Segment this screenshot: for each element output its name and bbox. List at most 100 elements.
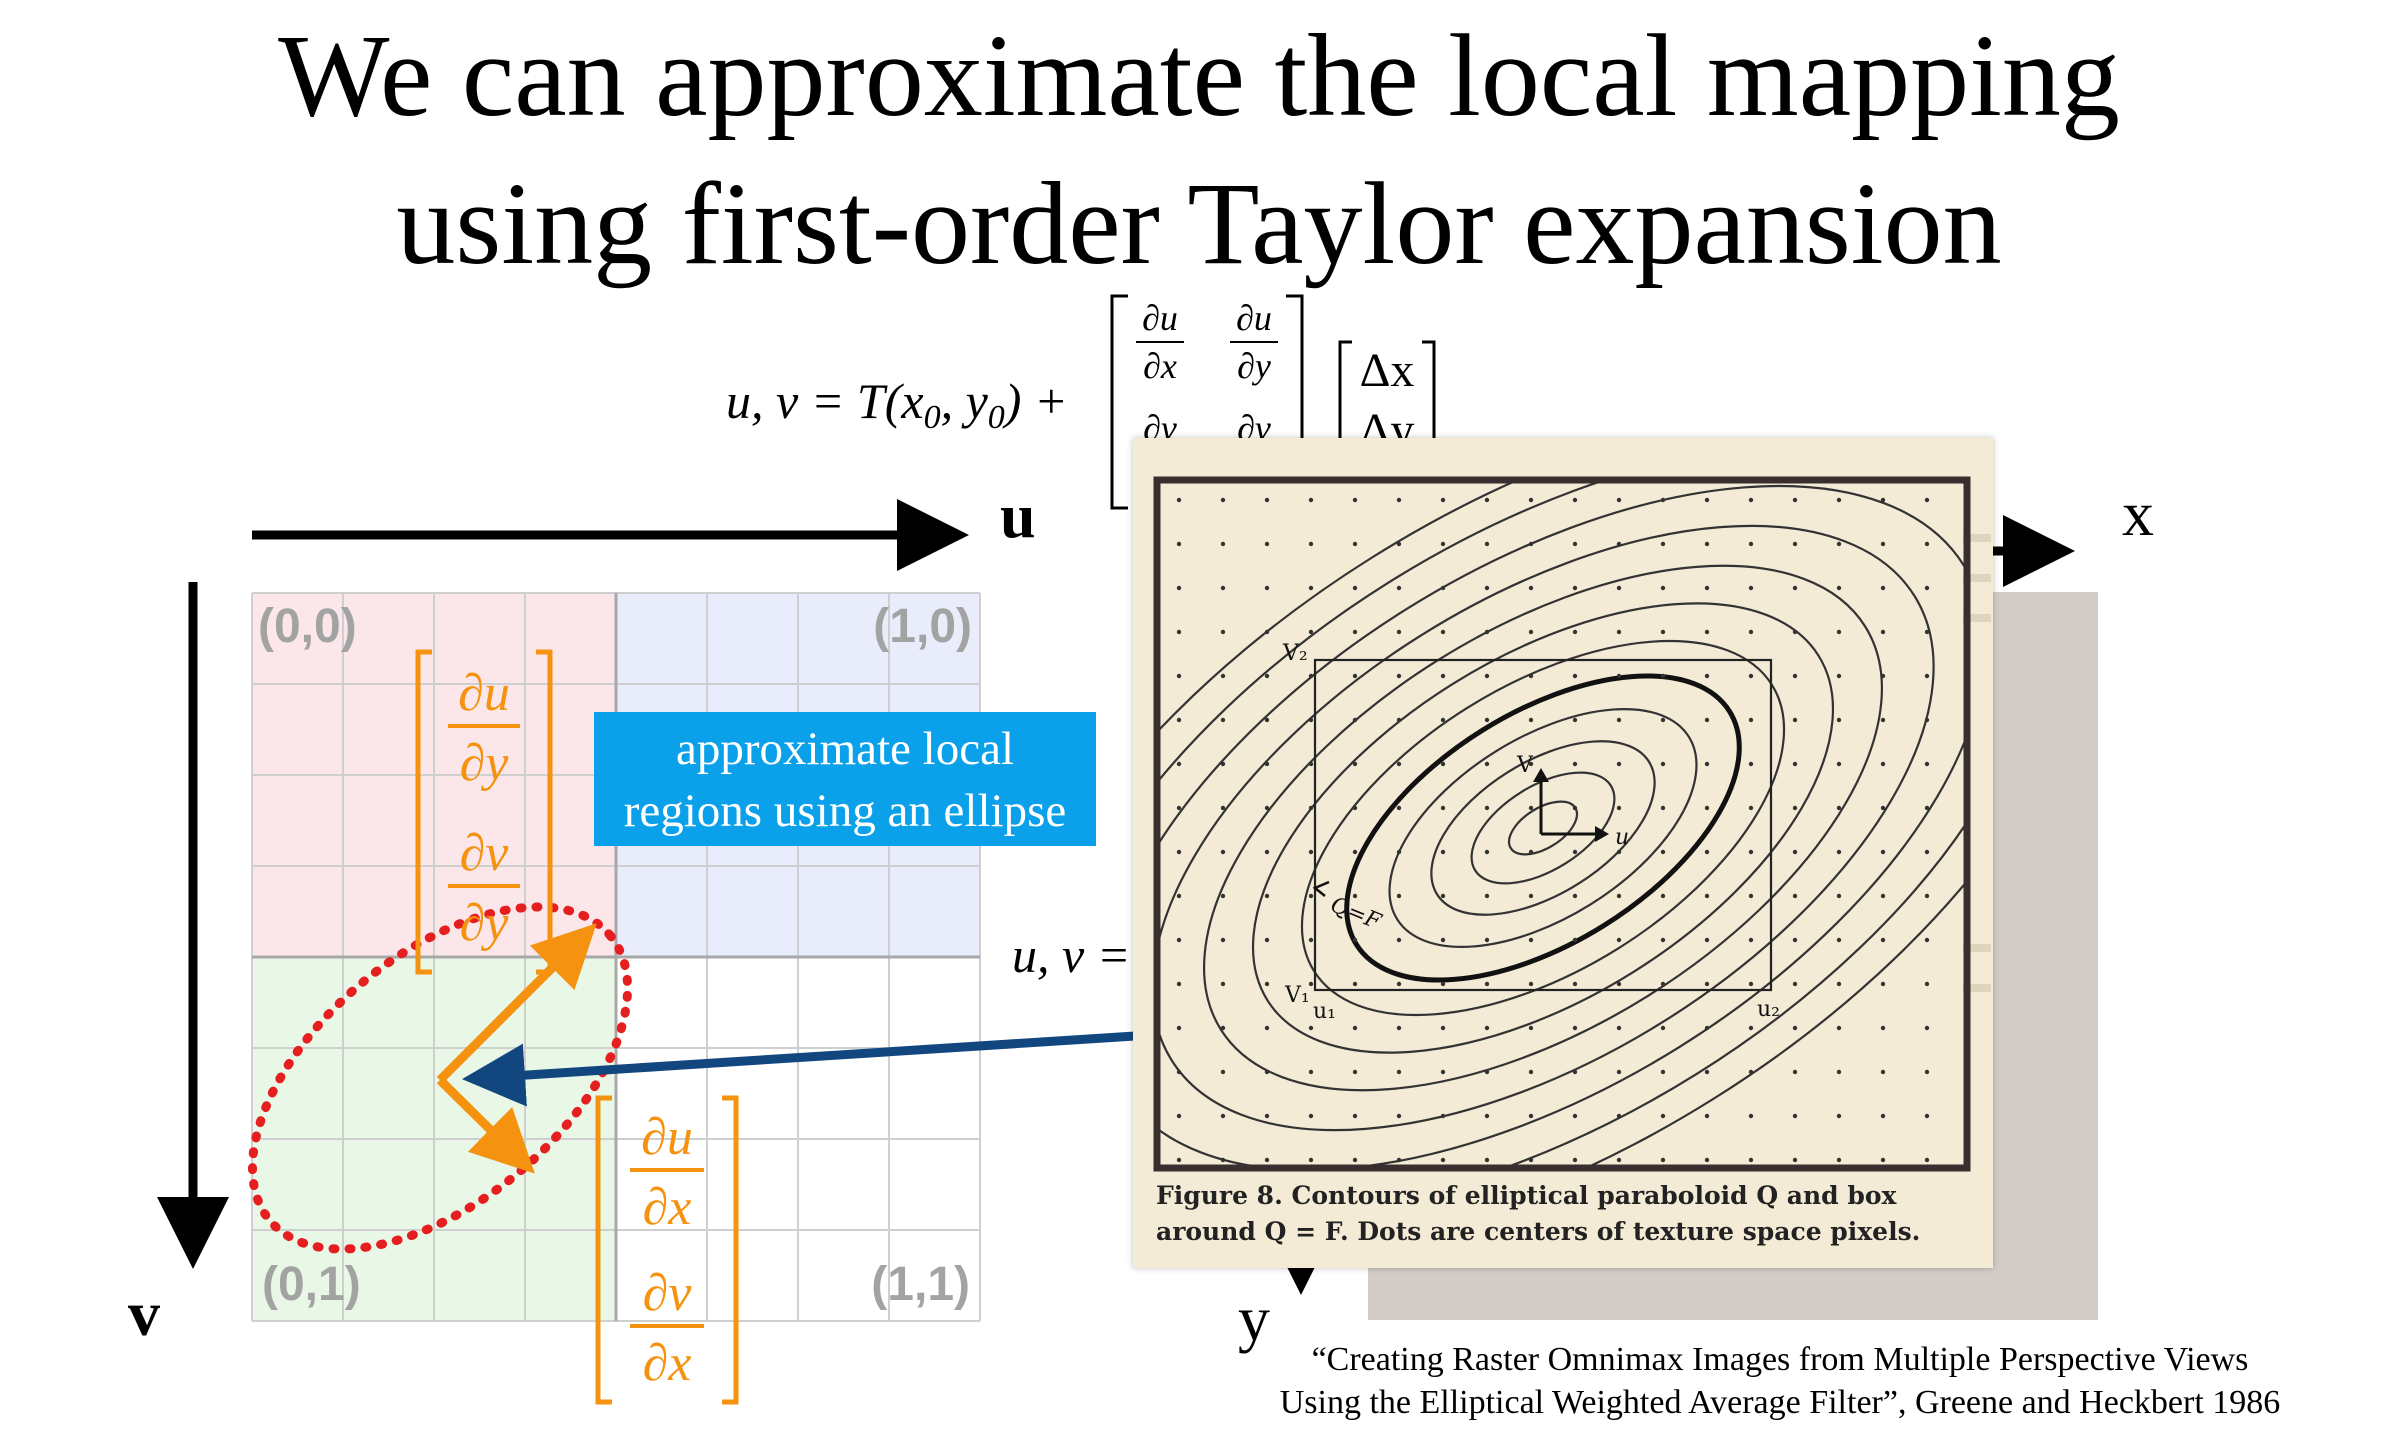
pixel-center-dot [1176,541,1182,547]
pixel-center-dot [1660,541,1666,547]
pixel-center-dot [1308,849,1314,855]
contour-lines [1157,480,1967,1168]
pixel-center-dot [1748,1157,1754,1163]
pixel-center-dot [1176,981,1182,987]
pixel-center-dot [1572,673,1578,679]
pixel-center-dot [1220,585,1226,591]
pixel-center-dot [1352,1157,1358,1163]
pixel-center-dot [1748,717,1754,723]
title-line-1: We can approximate the local mapping [278,10,2120,141]
citation-line-2: Using the Elliptical Weighted Average Fi… [1279,1384,2281,1421]
pixel-center-dot [1484,717,1490,723]
pixel-center-dot [1704,937,1710,943]
pixel-center-dot [1880,629,1886,635]
label-u1: u₁ [1313,999,1336,1024]
pixel-center-dot [1572,981,1578,987]
pixel-center-dot [1660,1157,1666,1163]
eq-dy-1: ∂y [1237,346,1271,386]
pixel-center-dot [1308,673,1314,679]
pixel-center-dot [1616,717,1622,723]
pixel-center-dot [1792,1157,1798,1163]
pixel-center-dot [1440,673,1446,679]
slide-title: We can approximate the local mapping usi… [0,2,2398,298]
pixel-center-dot [1704,629,1710,635]
pixel-center-dot [1440,1113,1446,1119]
pixel-center-dot [1660,585,1666,591]
pixel-center-dot [1396,673,1402,679]
pixel-center-dot [1924,1113,1930,1119]
pixel-center-dot [1396,1157,1402,1163]
pixel-center-dot [1792,937,1798,943]
label-v: V [1516,753,1534,778]
label-u2: u₂ [1757,997,1780,1022]
pixel-center-dot [1792,629,1798,635]
pixel-center-dot [1660,673,1666,679]
pixel-center-dot [1308,585,1314,591]
pixel-center-dot [1792,893,1798,899]
eq-delta-x: Δx [1360,344,1415,397]
pixel-center-dot [1616,893,1622,899]
pixel-center-dot [1748,805,1754,811]
pixel-center-dot [1396,937,1402,943]
pixel-center-dot [1748,761,1754,767]
pixel-center-dot [1308,937,1314,943]
pixel-center-dot [1396,805,1402,811]
pixel-center-dot [1836,541,1842,547]
pixel-center-dot [1924,761,1930,767]
pixel-center-dot [1440,805,1446,811]
pixel-center-dot [1308,1113,1314,1119]
pixel-center-dot [1528,1069,1534,1075]
label-v2: V₂ [1282,641,1308,666]
pixel-center-dot [1704,981,1710,987]
pixel-center-dot [1484,673,1490,679]
pixel-center-dot [1660,893,1666,899]
pixel-center-dot [1660,629,1666,635]
pixel-center-dot [1660,717,1666,723]
pixel-center-dot [1264,805,1270,811]
pixel-center-dot [1836,673,1842,679]
pixel-center-dot [1748,585,1754,591]
pixel-center-dot [1264,497,1270,503]
pixel-center-dot [1880,1157,1886,1163]
pixel-center-dot [1836,1113,1842,1119]
pixel-center-dot [1176,497,1182,503]
pixel-center-dot [1352,937,1358,943]
col-y-bot-den: ∂y [460,895,510,952]
pixel-center-dot [1880,849,1886,855]
pixel-center-dot [1528,1025,1534,1031]
y-axis-label: y [1238,1283,1270,1354]
col-x-top-den: ∂x [643,1179,692,1236]
pixel-center-dot [1396,1113,1402,1119]
pixel-center-dot [1220,937,1226,943]
pixel-center-dot [1792,497,1798,503]
pixel-center-dot [1880,497,1886,503]
pixel-center-dot [1660,497,1666,503]
pixel-center-dot [1440,541,1446,547]
pixel-center-dot [1880,805,1886,811]
pixel-center-dot [1880,761,1886,767]
pixel-center-dot [1484,585,1490,591]
pixel-center-dot [1748,849,1754,855]
pixel-center-dot [1792,673,1798,679]
pixel-center-dot [1264,981,1270,987]
col-x-bot-num: ∂v [643,1265,693,1322]
pixel-center-dot [1396,497,1402,503]
pixel-center-dot [1220,805,1226,811]
pixel-center-dot [1836,629,1842,635]
pixel-center-dot [1836,585,1842,591]
caption-line-1: Figure 8. Contours of elliptical parabol… [1156,1181,1897,1210]
pixel-center-dot [1352,673,1358,679]
pixel-center-dot [1396,981,1402,987]
pixel-center-dot [1352,981,1358,987]
pixel-center-dot [1836,717,1842,723]
pixel-center-dot [1176,761,1182,767]
jacobian-column-x: ∂u ∂x ∂v ∂x [595,1095,739,1405]
pixel-center-dot [1176,1025,1182,1031]
pixel-center-dot [1836,981,1842,987]
corner-label-10: (1,0) [873,600,972,653]
pixel-center-dot [1308,541,1314,547]
eq-dx-1: ∂x [1143,346,1177,386]
pixel-center-dot [1792,541,1798,547]
pixel-center-dot [1220,981,1226,987]
pixel-center-dot [1924,893,1930,899]
